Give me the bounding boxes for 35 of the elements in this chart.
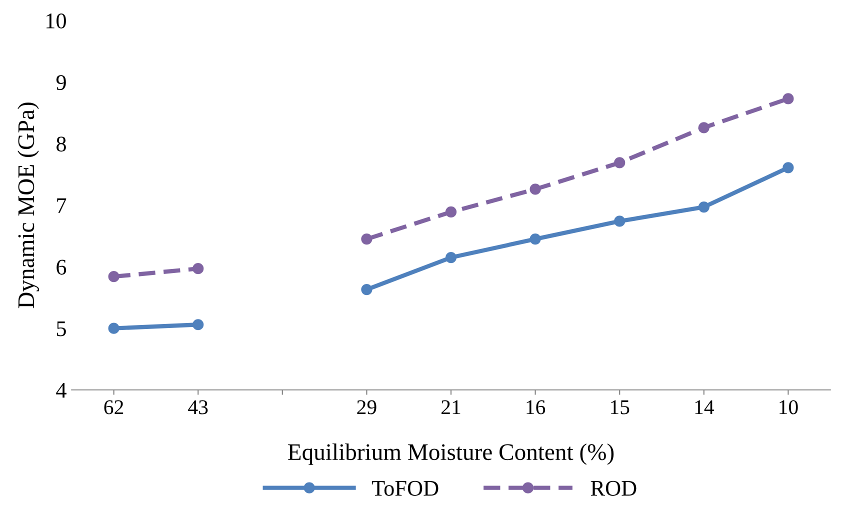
legend-label: ROD [590, 480, 636, 496]
x-tick-label: 29 [357, 400, 376, 414]
point [698, 201, 710, 213]
y-tick-label: 5 [56, 321, 66, 336]
point [445, 252, 457, 264]
y-tick-label: 8 [56, 136, 66, 152]
legend-label: ToFOD [372, 480, 438, 496]
point [108, 271, 120, 282]
x-tick-label: 14 [695, 400, 714, 414]
x-tick-label: 62 [104, 400, 124, 414]
y-tick-label: 10 [46, 13, 66, 28]
x-tick-label: 10 [780, 400, 798, 414]
point [445, 206, 457, 218]
point [361, 284, 372, 296]
x-tick-label: 16 [526, 400, 546, 414]
y-axis-title: Dynamic MOE (GPa) [18, 102, 40, 308]
point [614, 216, 626, 227]
y-tick-label: 7 [57, 198, 66, 213]
point [782, 162, 794, 174]
x-axis-title: Equilibrium Moisture Content (%) [288, 443, 614, 465]
point [530, 184, 541, 195]
y-tick-label: 9 [56, 75, 66, 90]
y-tick-label: 4 [56, 382, 66, 398]
x-tick-label: 21 [442, 400, 460, 414]
point [108, 322, 120, 334]
y-tick-label: 6 [56, 260, 66, 275]
x-tick-label: 43 [188, 400, 208, 414]
point [192, 263, 204, 274]
point [361, 234, 372, 245]
point [782, 93, 794, 104]
point [530, 234, 541, 245]
x-tick-label: 15 [611, 400, 630, 414]
point [698, 122, 710, 134]
point [192, 319, 204, 330]
point [614, 157, 626, 168]
